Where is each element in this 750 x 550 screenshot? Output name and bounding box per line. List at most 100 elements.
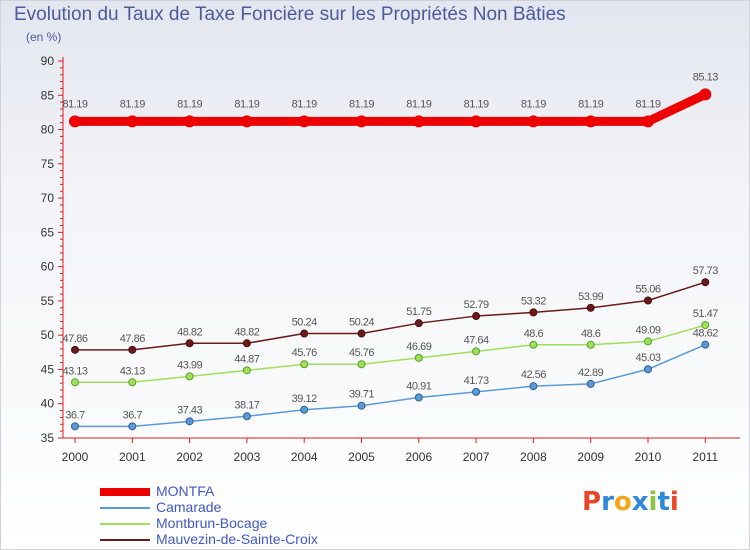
data-point [128,422,137,431]
data-point [357,329,366,338]
data-point [185,372,194,381]
data-label: 55.06 [635,283,660,295]
data-label: 81.19 [578,98,603,110]
data-point [584,115,597,128]
data-point [699,88,712,101]
y-tick-label: 50 [41,328,55,342]
data-point [69,115,81,128]
chart-axes: 35 40 45 50 55 60 65 70 75 80 85 90 2000 2001 2002 2003… [41,54,740,464]
data-point [414,393,423,402]
data-point [529,340,538,349]
x-tick-label: 2002 [176,450,203,464]
y-tick-label: 65 [41,225,55,239]
data-label: 42.56 [521,369,546,381]
data-label: 45.76 [349,347,374,359]
y-tick-label: 75 [41,157,55,171]
data-point [527,115,540,128]
data-label: 37.43 [177,404,202,416]
data-point [701,321,710,330]
data-point [300,405,309,414]
series-line [70,89,710,126]
data-label: 38.17 [234,399,259,411]
data-label: 36.7 [65,409,85,421]
data-point [472,312,481,321]
data-label: 36.7 [123,409,143,421]
chart-unit-label: (en %) [26,30,62,44]
data-label: 46.69 [406,341,431,353]
data-label: 57.73 [693,265,718,277]
data-point [242,339,251,348]
data-label: 39.71 [349,389,374,401]
logo-letter: i [648,487,658,517]
data-point [126,115,139,128]
data-point [529,382,538,391]
logo-letter: t [657,487,670,517]
data-point [412,115,425,128]
x-tick-label: 2008 [520,450,547,464]
data-label: 47.86 [62,333,87,345]
data-label: 81.19 [521,98,546,110]
data-label: 51.75 [406,306,431,318]
legend-swatch [100,539,150,541]
series-line [74,324,707,384]
legend-swatch [100,523,150,525]
proxiti-logo: Proxiti [582,487,679,517]
data-label: 50.24 [349,317,374,329]
data-point [185,417,194,426]
data-point [183,115,196,128]
y-tick-label: 60 [41,260,55,274]
x-tick-label: 2011 [692,450,718,464]
data-label: 81.19 [120,98,145,110]
data-point [642,115,654,128]
logo-letter: o [613,487,632,517]
data-point [185,339,194,348]
y-tick-label: 70 [41,191,55,205]
data-label: 47.86 [120,333,145,345]
logo-letter: i [669,487,679,517]
data-label: 81.19 [62,98,87,110]
data-point [298,115,311,128]
x-tick-label: 2001 [119,450,146,464]
data-label: 48.62 [693,328,718,340]
x-tick-label: 2006 [405,450,432,464]
data-label: 53.32 [521,295,546,307]
data-point [701,340,710,349]
y-tick-label: 45 [41,362,55,376]
data-label: 49.09 [635,324,660,336]
x-tick-label: 2009 [577,450,604,464]
data-label: 44.87 [234,353,259,365]
data-point [355,115,368,128]
legend-label: Montbrun-Bocage [156,515,268,531]
data-point [644,337,652,346]
x-tick-label: 2003 [234,450,261,464]
data-point [71,345,79,354]
data-point [128,378,137,387]
data-label: 45.76 [292,347,317,359]
legend-label: Mauvezin-de-Sainte-Croix [156,531,318,547]
chart-series [69,88,712,431]
data-point [242,366,251,375]
chart-title: Evolution du Taux de Taxe Foncière sur l… [14,4,566,25]
data-point [529,308,538,317]
y-tick-label: 80 [41,123,55,137]
series-line [74,281,707,351]
data-label: 81.19 [292,98,317,110]
data-label: 48.6 [524,328,544,340]
data-point [644,365,652,374]
data-label: 81.19 [234,98,259,110]
data-point [71,378,79,387]
data-label: 50.24 [292,317,317,329]
data-label: 43.13 [120,365,145,377]
legend-label: MONTFA [156,483,215,499]
data-label: 81.19 [406,98,431,110]
y-tick-label: 40 [41,397,55,411]
data-label: 48.82 [177,326,202,338]
y-tick-label: 85 [41,88,55,102]
x-tick-label: 2007 [463,450,490,464]
data-label: 81.19 [349,98,374,110]
data-point [470,115,483,128]
data-label: 42.89 [578,367,603,379]
logo-letter: x [631,487,649,517]
x-tick-label: 2010 [635,450,662,464]
x-tick-label: 2005 [348,450,375,464]
